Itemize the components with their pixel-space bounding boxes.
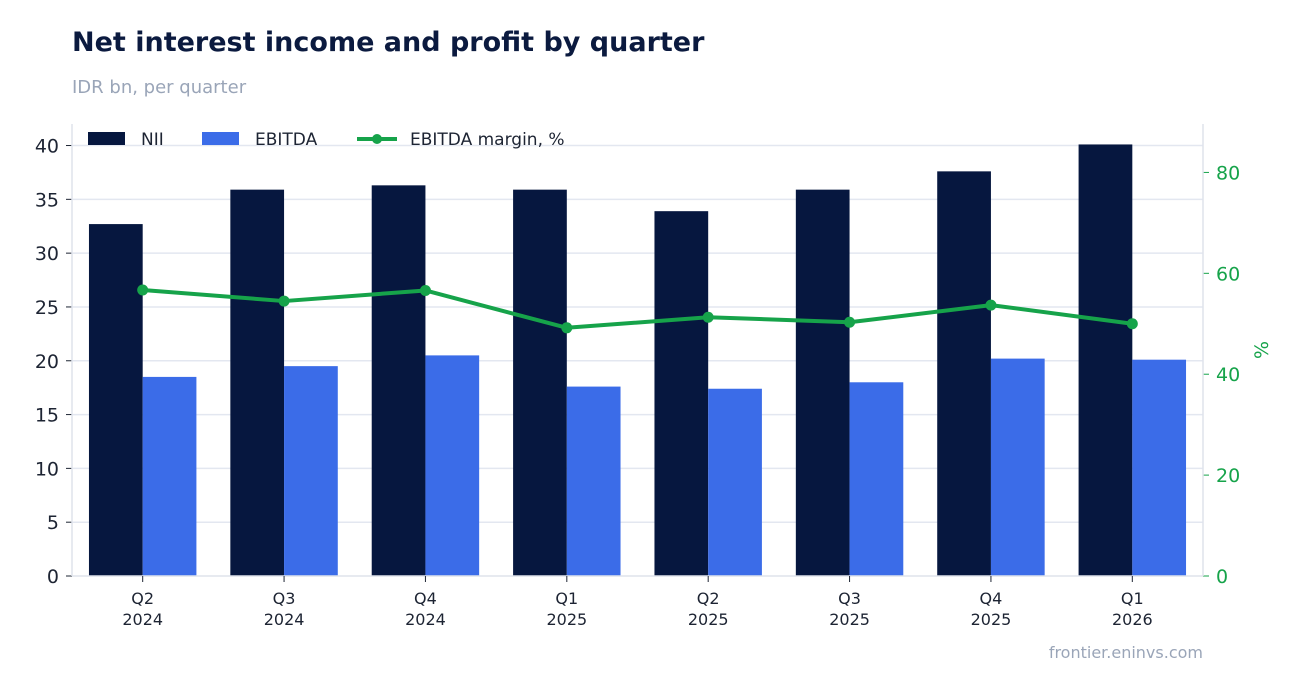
y-left-tick-label: 0	[47, 566, 59, 588]
legend: NII EBITDA EBITDA margin, %	[88, 130, 565, 150]
y-left-tick-label: 20	[35, 351, 59, 373]
legend-swatch-ebitda	[202, 132, 239, 145]
y-right-tick-label: 60	[1216, 263, 1240, 285]
y-left-tick-label: 35	[35, 189, 59, 211]
bar-ebitda	[284, 366, 338, 576]
margin-line-path	[142, 287, 1133, 330]
legend-label-margin: EBITDA margin, %	[410, 130, 565, 150]
bar-nii	[371, 185, 426, 577]
margin-point	[844, 316, 856, 328]
margin-point	[561, 322, 573, 334]
margin-point	[419, 284, 431, 296]
x-tick-label-quarter: Q3	[273, 589, 296, 608]
y-left-tick-label: 25	[35, 297, 59, 319]
x-tick-label-year: 2025	[829, 610, 870, 629]
bar-nii	[1078, 144, 1133, 576]
axes: 0510152025303540020406080%Q22024Q32024Q4…	[35, 124, 1273, 629]
legend-label-nii: NII	[141, 130, 164, 150]
y-right-tick-label: 20	[1216, 465, 1240, 487]
legend-swatch-nii	[88, 132, 125, 145]
bar-ebitda	[849, 382, 904, 576]
y-left-tick-label: 5	[47, 512, 59, 534]
x-tick-label-year: 2024	[405, 610, 446, 629]
y-left-tick-label: 30	[35, 243, 59, 265]
x-tick-label-year: 2025	[688, 610, 729, 629]
bar-ebitda	[425, 355, 480, 576]
x-tick-label-quarter: Q1	[555, 589, 578, 608]
margin-point	[1126, 318, 1138, 330]
y-right-axis-label: %	[1251, 341, 1273, 359]
chart-subtitle: IDR bn, per quarter	[72, 77, 247, 98]
y-right-tick-label: 40	[1216, 364, 1240, 386]
x-tick-label-quarter: Q4	[980, 589, 1003, 608]
legend-marker-margin	[372, 134, 382, 144]
x-tick-label-quarter: Q1	[1121, 589, 1144, 608]
bar-nii	[795, 189, 850, 576]
bar-ebitda	[566, 386, 621, 576]
bars	[88, 144, 1187, 577]
bar-nii	[230, 189, 285, 576]
x-tick-label-year: 2025	[546, 610, 587, 629]
x-tick-label-quarter: Q2	[131, 589, 154, 608]
chart-title: Net interest income and profit by quarte…	[72, 27, 705, 58]
bar-nii	[88, 224, 143, 577]
bar-ebitda	[708, 388, 762, 576]
x-tick-label-quarter: Q4	[414, 589, 437, 608]
y-left-tick-label: 40	[35, 136, 59, 158]
bar-nii	[513, 189, 567, 576]
margin-point	[985, 299, 997, 311]
margin-point	[702, 311, 714, 323]
margin-point	[278, 295, 290, 307]
source-credit: frontier.eninvs.com	[1048, 643, 1203, 662]
y-right-tick-label: 80	[1216, 162, 1240, 184]
bar-nii	[654, 211, 709, 576]
bar-nii	[937, 171, 991, 576]
legend-label-ebitda: EBITDA	[255, 130, 318, 150]
y-left-tick-label: 10	[35, 458, 59, 480]
margin-line	[137, 284, 1138, 334]
x-tick-label-year: 2026	[1112, 610, 1153, 629]
x-tick-label-year: 2025	[971, 610, 1012, 629]
x-tick-label-quarter: Q2	[697, 589, 720, 608]
x-tick-label-year: 2024	[122, 610, 163, 629]
bar-ebitda	[990, 358, 1045, 576]
y-right-tick-label: 0	[1216, 566, 1228, 588]
x-tick-label-quarter: Q3	[838, 589, 861, 608]
bar-ebitda	[142, 376, 197, 576]
bar-ebitda	[1132, 359, 1187, 576]
y-left-tick-label: 15	[35, 405, 59, 427]
x-tick-label-year: 2024	[264, 610, 305, 629]
margin-point	[137, 284, 149, 296]
